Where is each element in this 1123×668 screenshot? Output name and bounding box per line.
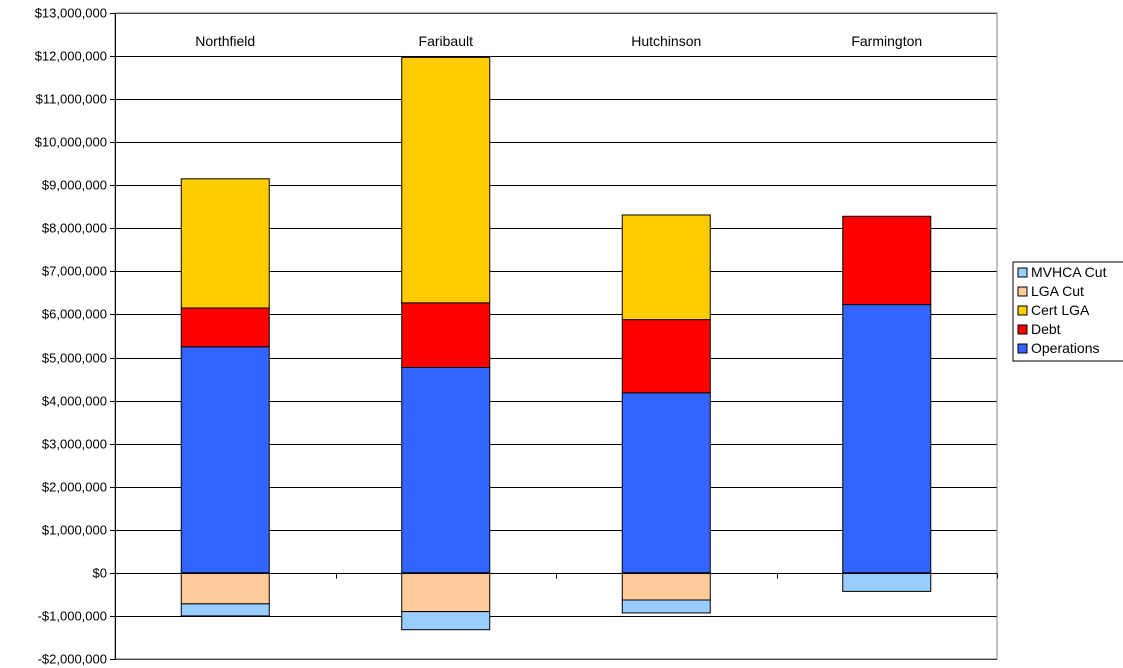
- y-tick-label: $0: [93, 566, 107, 581]
- y-tick-label: $6,000,000: [42, 307, 107, 322]
- legend-swatch: [1017, 343, 1028, 354]
- legend-label: MVHCA Cut: [1031, 264, 1107, 280]
- category-label: Farmington: [851, 33, 922, 49]
- y-tick-label: $5,000,000: [42, 351, 107, 366]
- bar-segment-debt-hutchinson: [621, 319, 711, 394]
- bar-segment-cert-lga-faribault: [401, 56, 491, 304]
- y-tick-label: $13,000,000: [35, 6, 107, 21]
- bars: [180, 56, 932, 631]
- legend-label: Operations: [1031, 340, 1099, 356]
- category-label: Northfield: [195, 33, 255, 49]
- legend-label: Debt: [1031, 321, 1061, 337]
- bar-segment-lga-cut-northfield: [180, 572, 270, 605]
- legend-swatch: [1017, 267, 1028, 278]
- bar-segment-mvhca-cut-faribault: [401, 611, 491, 631]
- bar-segment-mvhca-cut-hutchinson: [621, 599, 711, 614]
- bar-segment-operations-farmington: [842, 304, 932, 574]
- y-tick-label: -$2,000,000: [38, 652, 107, 667]
- bar-segment-operations-northfield: [180, 346, 270, 574]
- category-label: Hutchinson: [631, 33, 701, 49]
- legend-swatch: [1017, 305, 1028, 316]
- legend-swatch: [1017, 324, 1028, 335]
- bar-segment-debt-faribault: [401, 302, 491, 368]
- y-tick-label: $4,000,000: [42, 394, 107, 409]
- legend-swatch: [1017, 286, 1028, 297]
- bar-segment-operations-faribault: [401, 366, 491, 574]
- bar-segment-cert-lga-northfield: [180, 178, 270, 309]
- legend-label: Cert LGA: [1031, 302, 1090, 318]
- category-labels: Northfield Faribault Hutchinson Farmington: [195, 33, 922, 49]
- y-tick-label: $3,000,000: [42, 437, 107, 452]
- bar-segment-lga-cut-hutchinson: [621, 572, 711, 601]
- bar-segment-cert-lga-hutchinson: [621, 214, 711, 321]
- y-tick-label: $11,000,000: [36, 92, 107, 107]
- bar-segment-lga-cut-faribault: [401, 572, 491, 613]
- y-tick-label: $9,000,000: [42, 178, 107, 193]
- y-tick-label: $2,000,000: [42, 480, 107, 495]
- category-label: Faribault: [419, 33, 474, 49]
- bar-segment-mvhca-cut-farmington: [842, 572, 932, 592]
- bar-segment-operations-hutchinson: [621, 392, 711, 574]
- y-tick-label: $10,000,000: [35, 135, 107, 150]
- y-tick-label: $1,000,000: [42, 523, 107, 538]
- bar-segment-debt-farmington: [842, 215, 932, 306]
- legend-label: LGA Cut: [1031, 283, 1084, 299]
- y-tick-label: $7,000,000: [42, 264, 107, 279]
- axes: [110, 12, 998, 660]
- y-tick-label: $8,000,000: [42, 221, 107, 236]
- y-tick-label: $12,000,000: [35, 49, 107, 64]
- y-tick-labels: -$2,000,000 -$1,000,000 $0 $1,000,000 $2,000…: [35, 6, 107, 667]
- legend: MVHCA Cut LGA Cut Cert LGA Debt Operations: [1012, 261, 1123, 362]
- legend-box: [1012, 261, 1123, 362]
- bar-segment-debt-northfield: [180, 307, 270, 348]
- bar-segment-mvhca-cut-northfield: [180, 603, 270, 617]
- y-tick-label: -$1,000,000: [38, 609, 107, 624]
